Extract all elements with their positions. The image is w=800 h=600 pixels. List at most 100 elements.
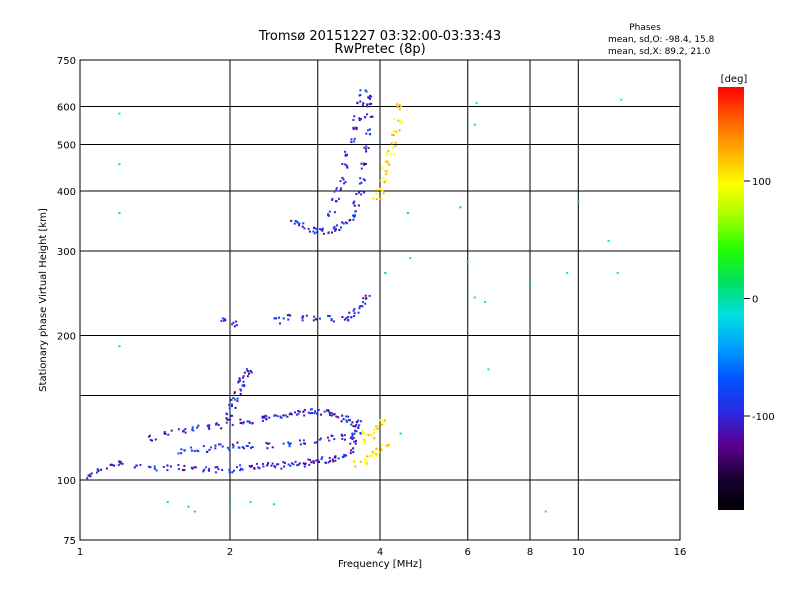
data-point (353, 308, 356, 311)
data-point (327, 213, 329, 216)
data-point (221, 317, 224, 320)
data-point (236, 441, 239, 444)
data-point (154, 438, 157, 441)
data-point (228, 404, 231, 406)
data-point (239, 418, 242, 421)
data-point (344, 181, 347, 184)
data-point (321, 227, 324, 230)
data-point (360, 190, 363, 193)
data-point (290, 413, 293, 416)
data-point (358, 119, 361, 122)
data-point (475, 102, 478, 105)
data-point (387, 446, 390, 449)
data-point (230, 414, 233, 417)
data-point (309, 412, 312, 415)
data-point (203, 468, 206, 471)
data-point (220, 320, 223, 322)
data-point (353, 432, 356, 435)
data-point (265, 441, 268, 444)
data-point (334, 456, 337, 459)
data-point (249, 370, 252, 373)
data-point (362, 297, 365, 300)
data-point (245, 368, 248, 371)
data-point (345, 317, 348, 319)
data-point (344, 154, 347, 157)
data-point (239, 392, 242, 395)
data-point (315, 459, 318, 462)
data-point (283, 465, 286, 468)
data-point (274, 466, 277, 469)
data-point (251, 446, 254, 448)
data-point (352, 126, 355, 129)
data-point (273, 465, 276, 468)
phases-line-x: mean, sd,X: 89.2, 21.0 (608, 47, 711, 57)
data-point (313, 232, 316, 235)
data-point (257, 466, 260, 469)
data-point (354, 429, 356, 432)
data-point (359, 305, 362, 308)
data-point (88, 473, 91, 476)
data-point (363, 116, 366, 119)
data-point (473, 296, 476, 299)
data-point (354, 465, 357, 468)
data-point (355, 421, 358, 424)
data-point (358, 424, 361, 427)
data-point (363, 191, 366, 194)
data-point (372, 197, 375, 199)
data-point (303, 409, 306, 411)
data-point (248, 421, 251, 424)
data-point (287, 463, 290, 466)
data-point (373, 437, 376, 440)
data-point (251, 422, 254, 425)
data-point (228, 407, 231, 410)
data-point (320, 228, 323, 231)
data-point (289, 464, 292, 467)
data-point (365, 459, 368, 462)
data-point (258, 467, 261, 470)
data-point (190, 446, 192, 449)
data-point (398, 119, 401, 122)
data-point (331, 197, 334, 200)
data-point (118, 212, 121, 214)
data-point (335, 224, 338, 227)
data-point (365, 90, 368, 93)
data-point (89, 475, 92, 478)
data-point (121, 462, 124, 465)
data-point (400, 106, 402, 109)
data-point (307, 227, 310, 230)
data-point (354, 210, 357, 213)
chart-title: Tromsø 20151227 03:32:00-03:33:43 (258, 29, 501, 44)
data-point (343, 455, 346, 458)
data-point (341, 414, 344, 417)
data-point (270, 464, 273, 467)
data-point (329, 459, 332, 462)
data-point (149, 466, 152, 469)
data-point (544, 510, 547, 513)
data-point (296, 220, 299, 223)
data-point (87, 474, 90, 477)
data-point (315, 441, 318, 444)
data-point (375, 425, 378, 428)
data-point (246, 420, 249, 423)
y-tick-label: 100 (57, 476, 76, 487)
data-point (218, 443, 220, 446)
y-tick-label: 200 (57, 332, 76, 343)
data-point (344, 153, 347, 156)
y-axis-label: Stationary phase Virtual Height [km] (38, 208, 49, 392)
data-point (298, 224, 300, 227)
data-point (271, 462, 274, 465)
data-point (616, 272, 619, 274)
data-point (297, 463, 300, 466)
data-point (357, 419, 360, 422)
data-point (249, 501, 252, 503)
data-point (332, 460, 335, 463)
data-point (231, 403, 233, 406)
data-point (335, 189, 338, 192)
data-point (266, 464, 269, 467)
data-point (241, 376, 244, 379)
data-point (284, 414, 287, 417)
data-point (239, 388, 242, 391)
x-tick-label: 2 (227, 547, 233, 558)
data-point (301, 315, 304, 318)
data-point (341, 456, 344, 459)
